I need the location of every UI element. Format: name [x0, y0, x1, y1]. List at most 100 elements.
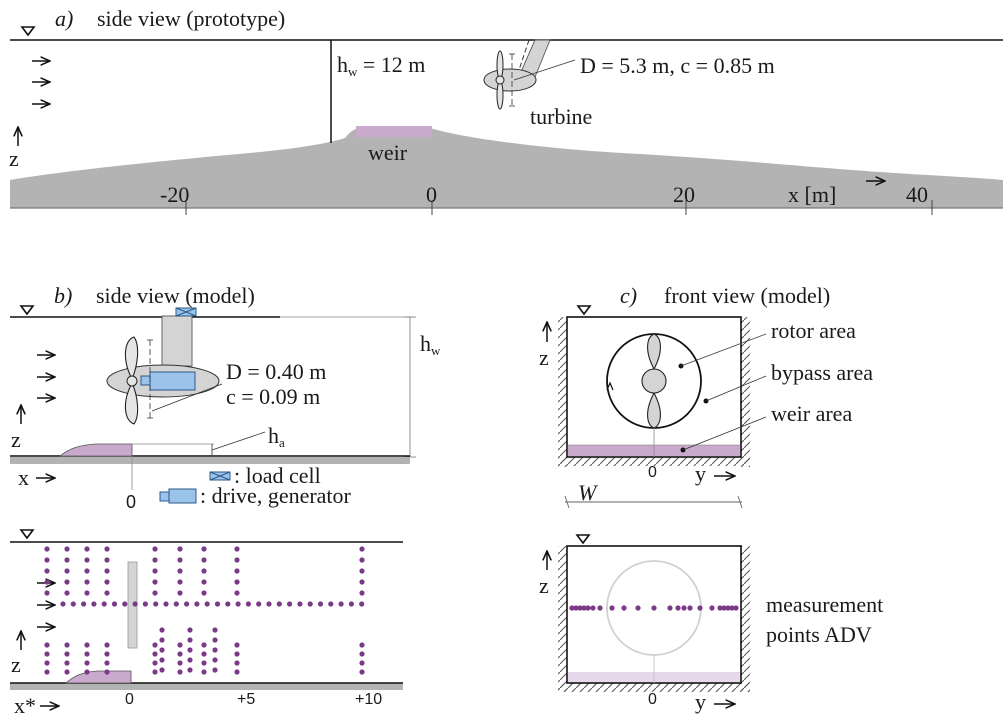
x-axis-label: x — [18, 465, 29, 490]
adv-point — [359, 590, 365, 596]
adv-point — [159, 647, 165, 653]
z-axis-label: z — [539, 573, 549, 598]
adv-point — [152, 642, 158, 648]
adv-point — [359, 557, 365, 563]
flow-arrows — [37, 583, 55, 627]
adv-point — [287, 601, 293, 607]
x-axis-label: x* — [14, 693, 36, 716]
adv-point — [212, 647, 218, 653]
adv-point — [234, 579, 240, 585]
adv-point — [152, 669, 158, 675]
adv-point — [359, 579, 365, 585]
panel-d-measurement-side-view: z x* 0 +5 +10 — [10, 529, 403, 716]
adv-point — [177, 642, 183, 648]
adv-point — [159, 667, 165, 673]
adv-point — [621, 605, 627, 611]
adv-point — [697, 605, 703, 611]
adv-point — [177, 546, 183, 552]
adv-point — [152, 557, 158, 563]
depth-label: hw = 12 m — [337, 52, 425, 79]
adv-point — [122, 601, 128, 607]
adv-point — [177, 660, 183, 666]
adv-point — [234, 546, 240, 552]
adv-point — [635, 605, 641, 611]
adv-point — [194, 601, 200, 607]
water-surface-symbol — [576, 305, 592, 316]
adv-point — [675, 605, 681, 611]
adv-point — [234, 590, 240, 596]
chord-label: c = 0.09 m — [226, 384, 320, 409]
water-surface-symbol — [20, 26, 36, 37]
adv-point — [64, 579, 70, 585]
adv-point — [152, 546, 158, 552]
adv-point — [111, 601, 118, 607]
riverbed-profile — [10, 126, 1003, 208]
zero-tick: 0 — [648, 464, 657, 481]
adv-point — [64, 557, 70, 563]
panel-b-title: side view (model) — [96, 283, 255, 308]
adv-point — [212, 667, 218, 673]
adv-point — [212, 657, 218, 663]
adv-point — [359, 660, 365, 666]
adv-point — [64, 660, 70, 666]
adv-point — [44, 546, 50, 552]
adv-point — [44, 669, 50, 675]
weir-area-label: weir area — [771, 401, 852, 426]
rotor-area-label: rotor area — [771, 318, 856, 343]
adv-point — [64, 568, 70, 574]
adv-point — [651, 605, 657, 611]
adv-point — [184, 601, 190, 607]
weir-model — [58, 443, 133, 457]
turbine-label: turbine — [530, 104, 592, 129]
adv-point — [81, 601, 87, 607]
weir-model — [64, 670, 132, 684]
adv-point — [225, 601, 231, 607]
adv-point — [729, 605, 735, 611]
adv-point — [44, 590, 50, 596]
adv-point — [204, 601, 210, 607]
adv-point — [152, 568, 158, 574]
panel-c-letter: c) — [620, 283, 637, 308]
adv-point — [84, 642, 90, 648]
diameter-label: D = 0.40 m — [226, 359, 326, 384]
adv-point — [201, 669, 207, 675]
z-axis-label: z — [11, 652, 21, 677]
adv-point — [187, 647, 193, 653]
adv-point — [142, 601, 148, 607]
adv-point — [84, 568, 90, 574]
adv-point — [84, 660, 90, 666]
x-tick-5: +5 — [237, 691, 255, 708]
adv-point — [234, 642, 240, 648]
adv-point — [577, 605, 583, 611]
adv-point — [212, 627, 218, 633]
y-axis-label: y — [695, 461, 706, 486]
adv-point — [187, 667, 193, 673]
svg-text:0: 0 — [426, 182, 437, 207]
svg-text:: load cell: : load cell — [234, 463, 321, 488]
panel-b-letter: b) — [54, 283, 72, 308]
adv-point — [177, 590, 183, 596]
adv-point — [159, 657, 165, 663]
adv-point — [104, 669, 110, 675]
water-surface-symbol — [575, 534, 591, 545]
adv-point — [159, 637, 165, 643]
adv-point — [667, 605, 673, 611]
adv-point — [348, 601, 354, 607]
weir-label: weir — [368, 140, 408, 165]
adv-point — [159, 627, 165, 633]
caption-line-1: measurement — [766, 592, 883, 617]
adv-point — [84, 590, 90, 596]
adv-point — [84, 546, 90, 552]
adv-point — [64, 651, 70, 657]
adv-point — [64, 546, 70, 552]
adv-point — [187, 637, 193, 643]
adv-point — [709, 605, 715, 611]
adv-point — [104, 557, 110, 563]
adv-point — [609, 605, 615, 611]
adv-point — [201, 579, 207, 585]
adv-point — [187, 627, 193, 633]
adv-point — [234, 568, 240, 574]
x-tick-10: +10 — [355, 691, 382, 708]
adv-point — [266, 601, 272, 607]
